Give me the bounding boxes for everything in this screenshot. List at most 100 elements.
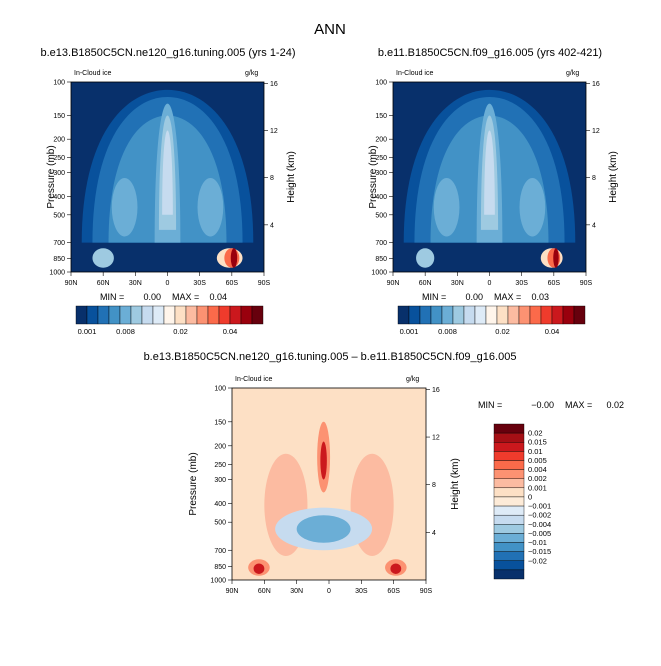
colorbar-swatch: [493, 496, 525, 507]
colorbar-swatch: [141, 305, 154, 325]
colorbar-swatch: [251, 305, 264, 325]
colorbar-swatch: [397, 305, 410, 325]
units-label: g/kg: [566, 70, 579, 77]
variable-label: In-Cloud ice: [235, 376, 272, 383]
x-tick-label: 30N: [451, 280, 464, 287]
x-tick-label: 30S: [355, 588, 368, 595]
colorbar-swatch: [441, 305, 454, 325]
colorbar-swatch: [507, 305, 520, 325]
x-tick-label: 30N: [290, 588, 303, 595]
colorbar-label: 0.015: [528, 438, 547, 447]
max-label: MAX =: [494, 292, 521, 302]
y-tick-label: 300: [53, 170, 65, 177]
y-tick-label: 850: [53, 256, 65, 263]
x-tick-label: 30S: [193, 280, 206, 287]
contour-band: [253, 563, 265, 574]
x-tick-label: 90N: [226, 588, 239, 595]
y-tick-label: 200: [375, 137, 387, 144]
contour-band: [433, 177, 460, 237]
min-value: −0.00: [531, 400, 554, 410]
y-tick-label: 250: [53, 155, 65, 162]
colorbar-swatch: [562, 305, 575, 325]
colorbar-label: −0.01: [528, 538, 547, 547]
colorbar-swatch: [493, 569, 525, 580]
y2-tick-label: 4: [592, 222, 596, 229]
colorbar-label: −0.015: [528, 547, 551, 556]
x-tick-label: 30N: [129, 280, 142, 287]
y2-axis-label: Height (km): [450, 458, 461, 510]
x-tick-label: 90S: [580, 280, 593, 287]
colorbar-swatch: [240, 305, 253, 325]
y-tick-label: 400: [53, 194, 65, 201]
colorbar-label: 0.02: [173, 327, 188, 336]
y-tick-label: 850: [375, 256, 387, 263]
y-tick-label: 100: [375, 80, 387, 87]
contour-band: [553, 248, 559, 268]
colorbar-swatch: [493, 533, 525, 543]
field-region: [231, 387, 427, 581]
y2-axis-label: Height (km): [608, 151, 619, 203]
y-tick-label: 100: [53, 80, 65, 87]
y-tick-label: 300: [375, 170, 387, 177]
y-tick-label: 100: [214, 386, 226, 393]
y2-tick-label: 8: [432, 482, 436, 489]
y-tick-label: 1000: [210, 578, 226, 585]
colorbar-swatch: [119, 305, 132, 325]
contour-band: [162, 130, 173, 215]
contour-band: [92, 248, 114, 268]
contour-band: [484, 130, 495, 215]
colorbar-swatch: [474, 305, 487, 325]
x-tick-label: 90N: [387, 280, 400, 287]
colorbar-label: 0.01: [528, 447, 543, 456]
max-value: 0.02: [606, 400, 624, 410]
field-region: [392, 81, 587, 273]
y2-tick-label: 16: [592, 81, 600, 88]
y-tick-label: 300: [214, 477, 226, 484]
colorbar-label: −0.005: [528, 529, 551, 538]
panel-difference: b.e13.B1850C5CN.ne120_g16.tuning.005 – b…: [144, 351, 624, 595]
colorbar-swatch: [493, 451, 525, 461]
y-tick-label: 1000: [49, 270, 65, 277]
colorbar-swatch: [493, 469, 525, 479]
x-tick-label: 0: [327, 588, 331, 595]
max-value: 0.04: [209, 292, 227, 302]
colorbar-swatch: [86, 305, 99, 325]
colorbar-label: −0.004: [528, 520, 551, 529]
y-axis-label: Pressure (mb): [188, 452, 199, 515]
colorbar-label: 0.02: [495, 327, 510, 336]
colorbar-swatch: [493, 442, 525, 452]
y-tick-label: 150: [375, 113, 387, 120]
y-tick-label: 500: [53, 212, 65, 219]
y-tick-label: 400: [375, 194, 387, 201]
max-label: MAX =: [565, 400, 592, 410]
y2-tick-label: 4: [432, 530, 436, 537]
min-value: 0.00: [143, 292, 161, 302]
y2-tick-label: 8: [592, 175, 596, 182]
y-tick-label: 700: [53, 240, 65, 247]
colorbar-label: 0.004: [528, 465, 547, 474]
panel-title: b.e13.B1850C5CN.ne120_g16.tuning.005 – b…: [144, 351, 517, 363]
variable-label: In-Cloud ice: [74, 70, 111, 77]
x-tick-label: 60N: [419, 280, 432, 287]
contour-band: [230, 248, 238, 268]
colorbar-swatch: [493, 551, 525, 561]
colorbar-label: 0.008: [438, 327, 457, 336]
colorbar-swatch: [493, 478, 525, 489]
contour-band: [390, 563, 402, 574]
colorbar-swatch: [493, 514, 525, 525]
contour-band: [296, 515, 351, 543]
colorbar-swatch: [452, 305, 465, 325]
colorbar-swatch: [493, 423, 525, 434]
colorbar-swatch: [493, 505, 525, 516]
colorbar-swatch: [493, 524, 525, 534]
colorbar-swatch: [185, 305, 198, 325]
x-tick-label: 60S: [226, 280, 239, 287]
colorbar-label: −0.02: [528, 556, 547, 565]
x-tick-label: 60N: [97, 280, 110, 287]
y-tick-label: 700: [214, 548, 226, 555]
y-tick-label: 200: [214, 443, 226, 450]
colorbar-label: 0.008: [116, 327, 135, 336]
colorbar-swatch: [75, 305, 88, 325]
colorbar-swatch: [218, 305, 231, 325]
